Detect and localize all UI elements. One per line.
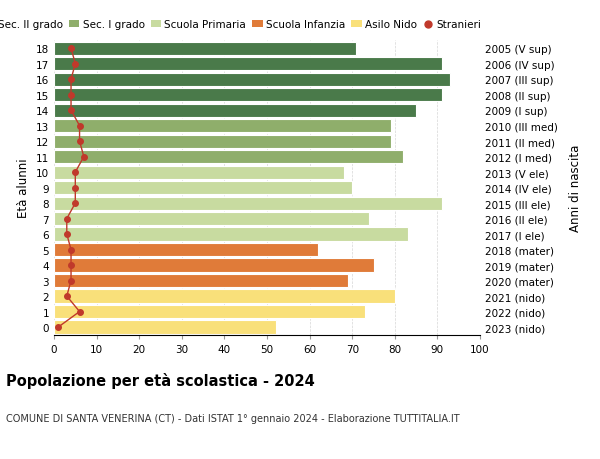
Bar (54, 43, 356, 56)
Text: Popolazione per età scolastica - 2024: Popolazione per età scolastica - 2024 (6, 372, 315, 388)
Bar (54, 213, 369, 226)
Bar (54, 166, 344, 179)
Bar (54, 120, 391, 133)
Bar (54, 290, 395, 303)
Bar (54, 135, 391, 148)
Bar (54, 197, 442, 210)
Bar (54, 151, 403, 164)
Bar (54, 259, 373, 272)
Bar (54, 321, 275, 334)
Bar (54, 305, 365, 319)
Bar (54, 182, 352, 195)
Bar (54, 104, 416, 118)
Bar (54, 73, 450, 87)
Bar (54, 58, 442, 71)
Text: COMUNE DI SANTA VENERINA (CT) - Dati ISTAT 1° gennaio 2024 - Elaborazione TUTTIT: COMUNE DI SANTA VENERINA (CT) - Dati IST… (6, 413, 460, 423)
Y-axis label: Anni di nascita: Anni di nascita (569, 145, 582, 232)
Bar (54, 274, 348, 287)
Y-axis label: Età alunni: Età alunni (17, 158, 31, 218)
Legend: Sec. II grado, Sec. I grado, Scuola Primaria, Scuola Infanzia, Asilo Nido, Stran: Sec. II grado, Sec. I grado, Scuola Prim… (0, 20, 482, 30)
Bar (54, 243, 318, 257)
Bar (54, 228, 407, 241)
Bar (54, 89, 442, 102)
